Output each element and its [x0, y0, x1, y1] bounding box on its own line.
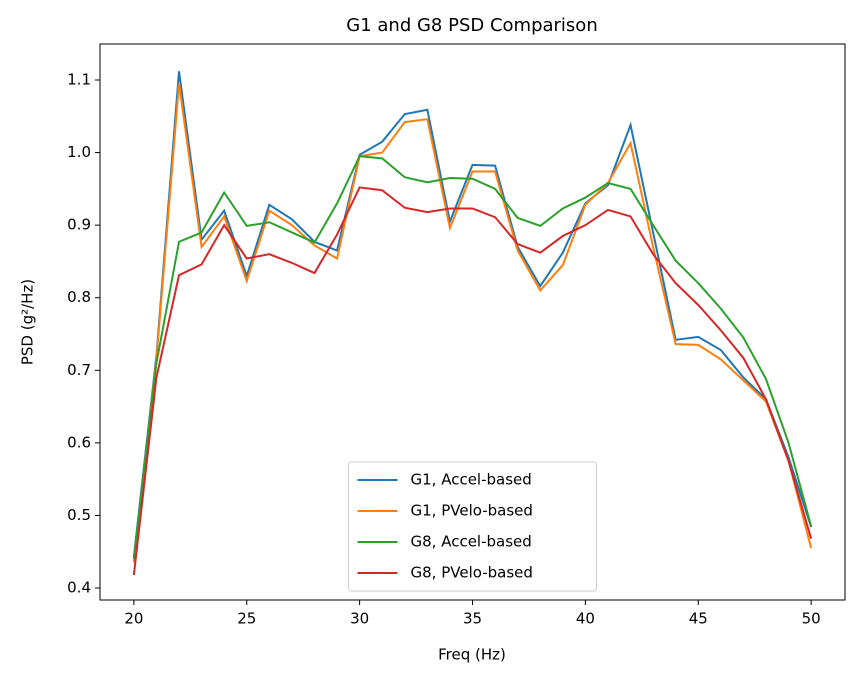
legend-label: G8, PVelo-based [411, 564, 533, 582]
series-line [132, 155, 813, 560]
series-line [132, 83, 813, 563]
legend-label: G1, PVelo-based [411, 502, 533, 520]
x-tick-label: 40 [576, 610, 595, 628]
x-tick-label: 45 [689, 610, 708, 628]
series-line [132, 186, 813, 576]
legend-label: G8, Accel-based [411, 533, 532, 551]
legend-label: G1, Accel-based [411, 471, 532, 489]
legend-box [348, 461, 597, 592]
y-tick-label: 1.1 [67, 70, 91, 88]
y-tick-label: 0.5 [67, 506, 91, 524]
series-line [132, 71, 813, 557]
x-tick-label: 50 [802, 610, 821, 628]
y-axis-label: PSD (g²/Hz) [19, 279, 37, 365]
x-axis-label: Freq (Hz) [438, 646, 506, 664]
y-tick-label: 0.8 [67, 288, 91, 306]
y-tick-label: 0.4 [67, 579, 91, 597]
chart-title: G1 and G8 PSD Comparison [346, 15, 597, 36]
x-tick-label: 25 [237, 610, 256, 628]
y-tick-label: 0.6 [67, 433, 91, 451]
y-tick-label: 0.7 [67, 361, 91, 379]
plot-frame [99, 43, 846, 601]
y-tick-label: 0.9 [67, 216, 91, 234]
x-tick-label: 35 [463, 610, 482, 628]
y-tick-label: 1.0 [67, 143, 91, 161]
x-tick-label: 20 [124, 610, 143, 628]
x-tick-label: 30 [350, 610, 369, 628]
